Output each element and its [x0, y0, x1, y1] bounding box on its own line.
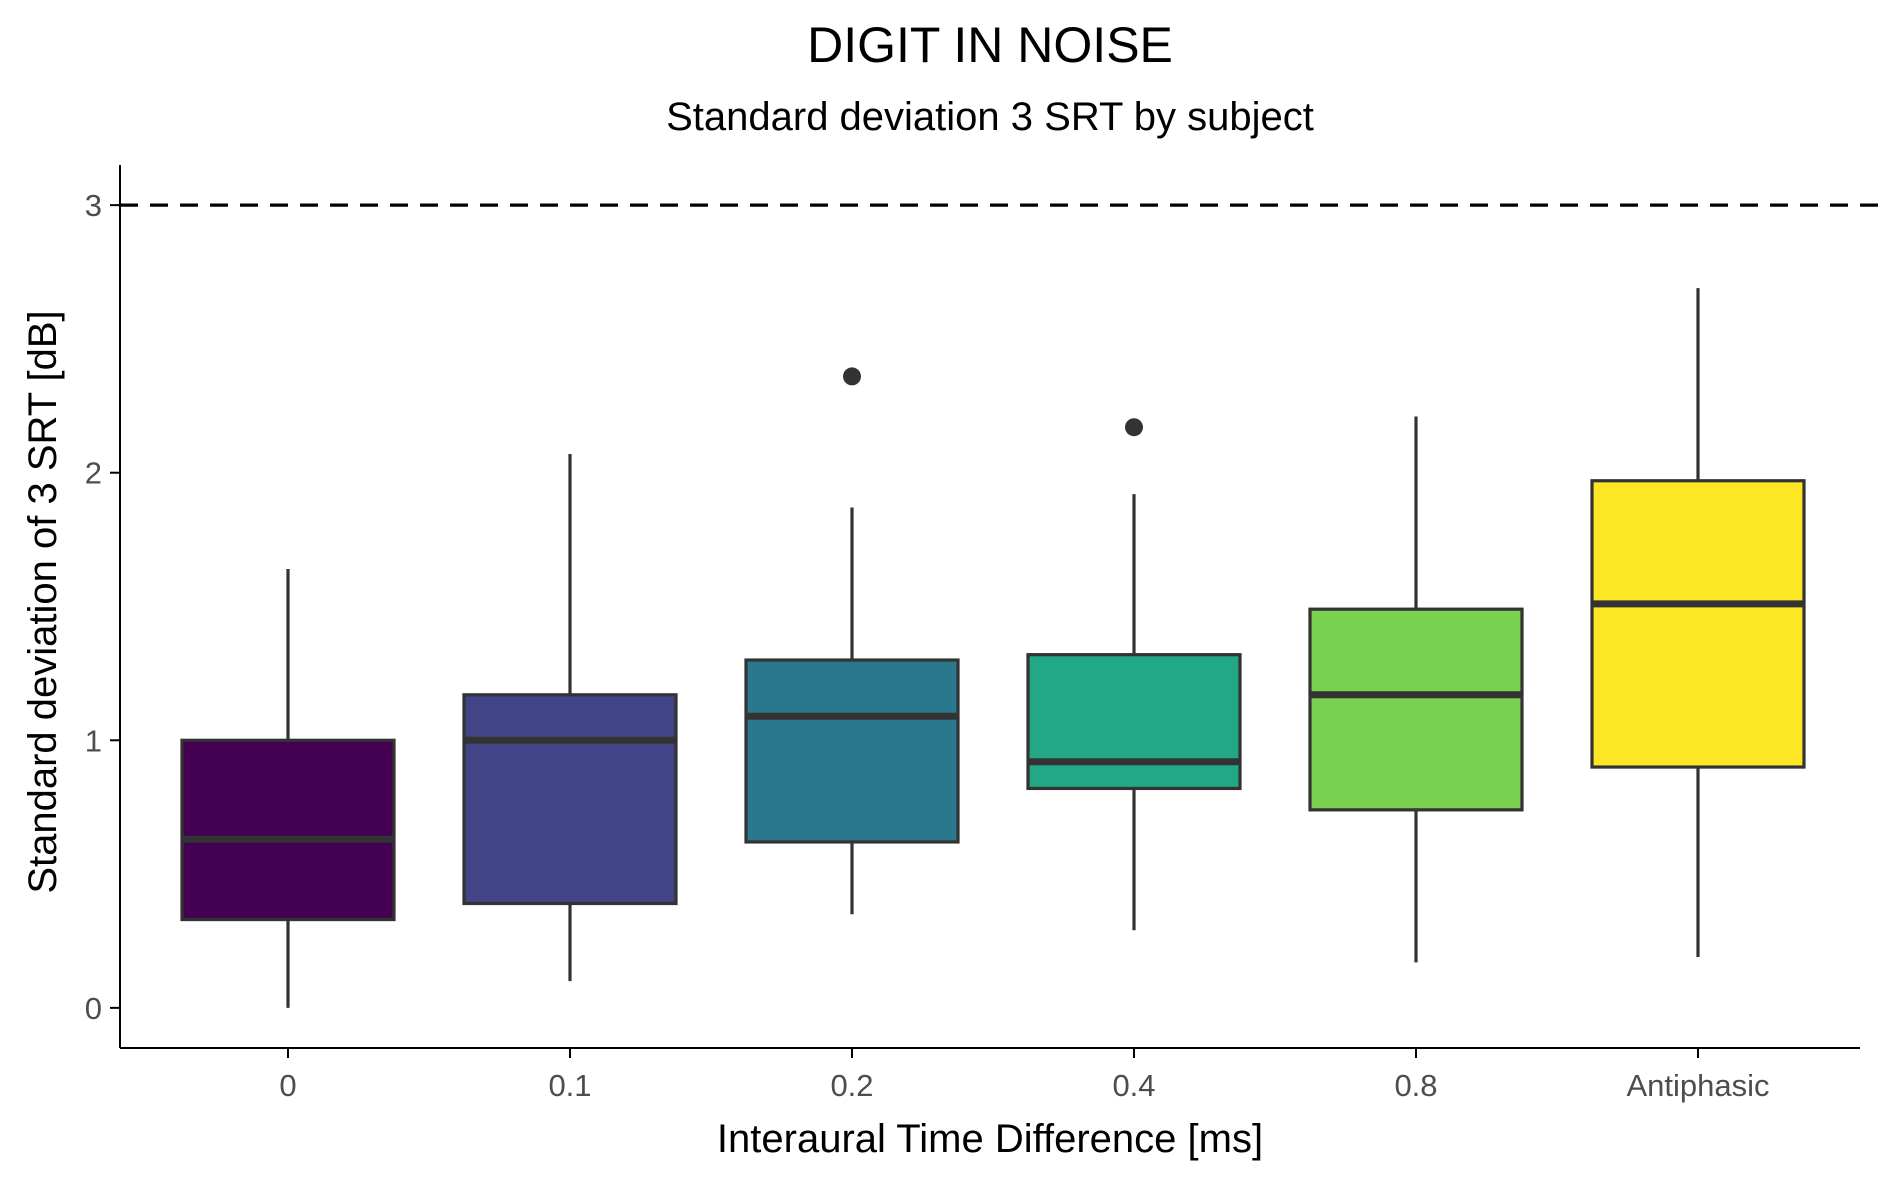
y-tick-label: 2 [85, 456, 102, 491]
box [1308, 607, 1524, 812]
y-tick-label: 1 [85, 723, 102, 758]
box [744, 658, 960, 844]
chart-title: DIGIT IN NOISE [807, 17, 1173, 73]
x-tick-label: 0.8 [1394, 1068, 1437, 1103]
y-axis-title: Standard deviation of 3 SRT [dB] [21, 310, 65, 893]
x-tick-label: 0 [279, 1068, 296, 1103]
outlier-point [843, 367, 861, 386]
y-tick-label: 0 [85, 991, 102, 1026]
x-tick-label: 0.2 [830, 1068, 873, 1103]
plot-area: 0 0.1 0.2 0.4 0.8 Antiphasic 0 1 2 3 [85, 165, 1880, 1103]
box [1590, 479, 1806, 769]
box [462, 693, 678, 906]
x-axis-title: Interaural Time Difference [ms] [717, 1117, 1263, 1161]
box [1026, 653, 1242, 791]
x-tick-label: 0.4 [1112, 1068, 1155, 1103]
x-tick-label: 0.1 [548, 1068, 591, 1103]
x-tick-label: Antiphasic [1626, 1068, 1769, 1103]
outlier-point [1125, 418, 1143, 437]
chart-subtitle: Standard deviation 3 SRT by subject [666, 95, 1314, 139]
box [180, 738, 396, 922]
y-tick-label: 3 [85, 188, 102, 223]
